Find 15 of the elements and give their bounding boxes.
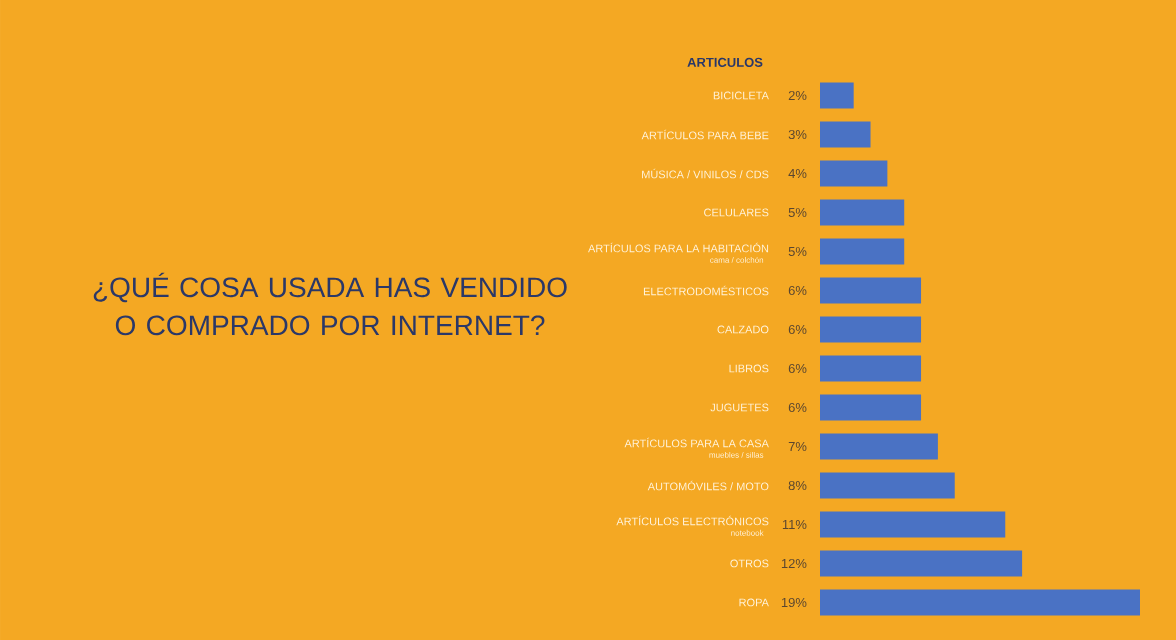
bar bbox=[820, 160, 888, 187]
bar bbox=[820, 121, 871, 148]
text: ¿QUÉ COSA USADA HAS VENDIDO O COMPRADO POR INTERNET? bbox=[93, 272, 567, 336]
bar bbox=[820, 316, 922, 343]
bar bbox=[820, 238, 905, 265]
bar bbox=[820, 589, 1140, 616]
bar bbox=[820, 82, 854, 109]
bar bbox=[820, 394, 922, 421]
bar bbox=[820, 277, 922, 304]
bar bbox=[820, 472, 955, 499]
bar bbox=[820, 433, 938, 460]
bar bbox=[820, 511, 1006, 538]
bar bbox=[820, 550, 1023, 577]
bar bbox=[820, 355, 922, 382]
bar bbox=[820, 199, 905, 226]
